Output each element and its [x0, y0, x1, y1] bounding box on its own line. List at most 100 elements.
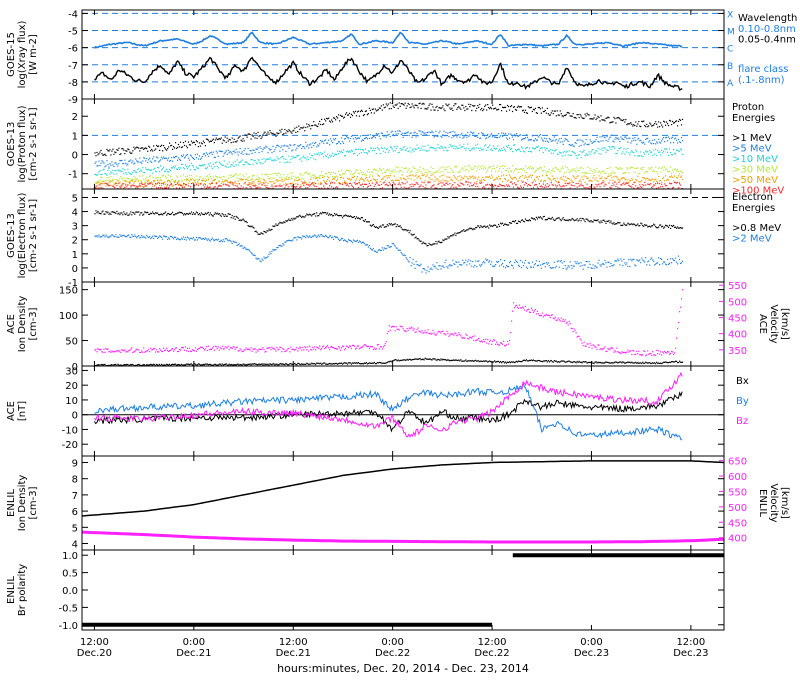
series-ion-density [82, 460, 724, 517]
y-tick-label-right: 500 [728, 297, 747, 308]
y-tick-label: 0 [72, 151, 78, 162]
y-tick-label: -1 [68, 278, 78, 289]
y-tick-label: -8 [68, 78, 78, 89]
series-0-10-0-8nm [93, 31, 683, 49]
x-tick-label: 12:00 [478, 637, 507, 648]
y-axis-label-right: ENLIL [757, 489, 768, 517]
legend-title: Electron [732, 192, 773, 203]
y-axis-label: GOES-13 [6, 122, 17, 167]
y-tick-label: -4 [68, 9, 78, 20]
flare-class-label: X [727, 10, 733, 20]
flare-class-label: A [727, 79, 734, 89]
y-tick-label: 0.5 [62, 569, 78, 580]
y-tick-label: 1.0 [62, 551, 78, 562]
y-axis-label: ENLIL [6, 576, 17, 604]
y-tick-label: -6 [68, 44, 78, 55]
legend-entry: >1 MeV [732, 133, 772, 144]
panel-electron: -1 0 1 2 3 4 5 GOES-13 log(Electron flux) [cm-2 s… [6, 188, 781, 289]
legend-entry: >2 MeV [732, 234, 772, 245]
series-by [94, 380, 683, 441]
y-tick-label: 8 [72, 475, 78, 486]
y-tick-label-right: 450 [728, 518, 747, 529]
y-tick-label: 5 [72, 523, 78, 534]
plot-area-electron [82, 196, 724, 274]
series-bz [94, 371, 683, 438]
series--0-8-mev [94, 210, 684, 247]
y-tick-label-right: 550 [728, 487, 747, 498]
panel-frame [81, 549, 725, 631]
y-tick-label: 0 [72, 362, 78, 373]
y-axis-label: [cm-3] [28, 307, 39, 340]
panel-proton: -1 0 1 2 GOES-13 log(Proton flux) [cm-2 s-1 sr… [6, 98, 784, 197]
legend-entry: >0.8 MeV [732, 223, 781, 234]
y-axis-label: ACE [6, 314, 17, 334]
series--10-mev [94, 143, 684, 177]
y-axis-label: log(Electron flux) [17, 193, 28, 279]
y-tick-label: -10 [62, 425, 78, 436]
y-axis-label: Ion Density [17, 296, 28, 353]
x-tick-date: Dec.22 [375, 648, 410, 659]
panel-frame [81, 9, 725, 100]
y-tick-label: 1 [72, 131, 78, 142]
series--5-mev [94, 130, 684, 168]
panel-frame [81, 281, 725, 367]
y-tick-label: 0 [72, 264, 78, 275]
y-axis-label: Br polarity [17, 564, 28, 616]
y-tick-label: 4 [72, 540, 78, 551]
y-tick-label: -5 [68, 27, 78, 38]
y-tick-label: 4 [72, 208, 78, 219]
series-label: Bx [736, 376, 749, 387]
x-tick-label: 0:00 [381, 637, 403, 648]
y-tick-label: -9 [68, 95, 78, 106]
x-tick-date: Dec.21 [276, 648, 311, 659]
legend-entry: 0.05-0.4nm [738, 35, 796, 46]
y-tick-label: -7 [68, 61, 78, 72]
legend-entry: >30 MeV [732, 165, 778, 176]
legend-entry: >10 MeV [732, 154, 778, 165]
y-tick-label-right: 350 [728, 346, 747, 357]
y-axis-label: log(Proton flux) [17, 105, 28, 182]
x-tick-date: Dec.23 [673, 648, 708, 659]
y-axis-label-right: Velocity [768, 483, 779, 522]
legend-title: Wavelength [738, 13, 797, 24]
y-tick-label: 150 [59, 286, 78, 297]
y-tick-label: -1.0 [58, 621, 78, 632]
series-label: By [736, 396, 749, 407]
y-tick-label: 100 [59, 311, 78, 322]
legend-note: flare class [738, 64, 788, 75]
x-tick-date: Dec.21 [176, 648, 211, 659]
y-tick-label: 20 [65, 381, 78, 392]
y-tick-label: 0.0 [62, 586, 78, 597]
y-tick-label: 9 [72, 458, 78, 469]
panel-enlil_polarity: -1.0 -0.5 0.0 0.5 1.0 ENLIL Br polarity [6, 549, 725, 632]
y-axis-label: Ion Density [17, 475, 28, 532]
x-axis-caption: hours:minutes, Dec. 20, 2014 - Dec. 23, … [277, 662, 529, 675]
series--2-mev [94, 233, 684, 274]
series-br-polarity [82, 553, 724, 627]
x-tick-date: Dec.23 [574, 648, 609, 659]
series-velocity [94, 289, 684, 357]
x-tick-label: 12:00 [80, 637, 109, 648]
y-tick-label-right: 400 [728, 330, 747, 341]
y-axis-label: [cm-3] [28, 486, 39, 519]
y-axis-label: ACE [6, 401, 17, 421]
y-tick-label: 2 [72, 236, 78, 247]
legend-entry: >5 MeV [732, 144, 772, 155]
y-axis-label-right: Velocity [768, 304, 779, 343]
panel-frame [81, 365, 725, 457]
y-tick-label: 30 [65, 366, 78, 377]
y-axis-label: [cm-2 s-1 sr-1] [28, 199, 39, 272]
x-tick-label: 0:00 [580, 637, 602, 648]
series-0-05-0-4nm [94, 56, 683, 92]
legend-title: Proton [732, 102, 764, 113]
y-axis-label: GOES-13 [6, 213, 17, 258]
y-tick-label-right: 550 [728, 281, 747, 292]
flare-class-label: B [727, 62, 733, 72]
y-tick-label-right: 500 [728, 503, 747, 514]
panel-ace_mag: -20 -10 0 10 20 30 ACE [nT] Bx By Bz [6, 365, 749, 457]
y-axis-label-right: ACE [757, 314, 768, 334]
y-axis-label: [nT] [17, 401, 28, 421]
